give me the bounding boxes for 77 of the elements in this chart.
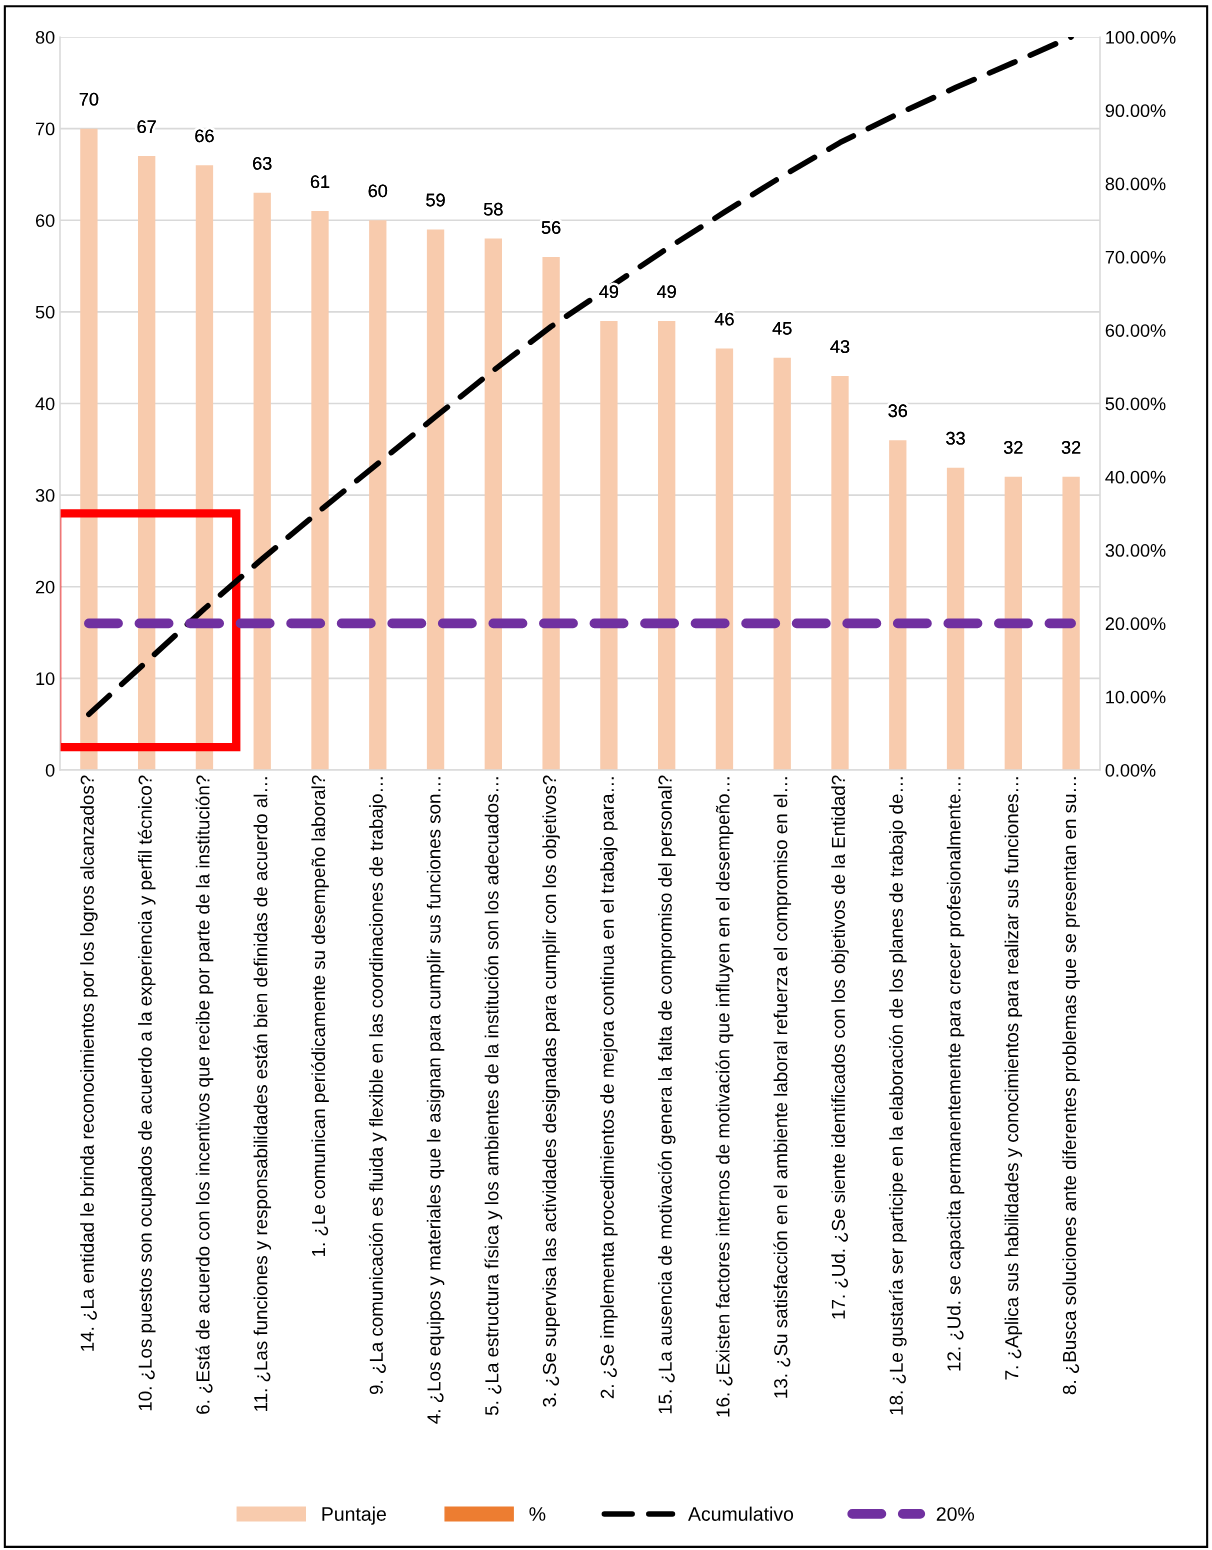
bar xyxy=(889,440,907,770)
x-tick-label: 6. ¿Está de acuerdo con los incentivos que recibe por parte de la institución? xyxy=(195,775,214,1414)
bar xyxy=(426,229,445,770)
data-label: 43 xyxy=(830,340,850,353)
bar xyxy=(542,256,560,770)
y-tick-label: 70 xyxy=(35,122,55,136)
bar xyxy=(1004,476,1022,770)
legend-label: % xyxy=(529,1507,546,1521)
data-label: 36 xyxy=(888,404,908,418)
data-label: 46 xyxy=(714,312,734,326)
x-tick-label: 18. ¿Le gustaría ser participe en la elaboración de los planes de trabajo de… xyxy=(888,777,907,1415)
data-label: 49 xyxy=(657,285,676,299)
x-tick-label: 2. ¿Se implementa procedimientos de mejora continua en el trabajo para… xyxy=(600,777,618,1399)
bar xyxy=(773,357,791,770)
y-tick-label: 20 xyxy=(35,580,55,594)
y2-tick-label: 20.00% xyxy=(1105,617,1166,631)
y-tick-label: 60 xyxy=(35,214,55,227)
y2-tick-label: 10.00% xyxy=(1106,690,1166,704)
data-label: 58 xyxy=(484,202,503,216)
data-label: 33 xyxy=(946,431,965,445)
x-tick-label: 11. ¿Las funciones y responsabilidades están bien definidas de acuerdo al… xyxy=(253,777,272,1411)
y-tick-label: 10 xyxy=(36,672,55,686)
data-label: 32 xyxy=(1061,441,1081,454)
x-tick-label: 7. ¿Aplica sus habilidades y conocimientos para realizar sus funciones… xyxy=(1004,777,1023,1380)
legend-label: 20% xyxy=(936,1507,975,1521)
data-label: 59 xyxy=(426,193,445,207)
bar xyxy=(138,156,156,770)
y-tick-label: 50 xyxy=(35,305,55,319)
y2-tick-label: 50.00% xyxy=(1105,397,1166,411)
bar xyxy=(715,348,734,770)
data-label: 56 xyxy=(541,221,561,234)
bar xyxy=(80,128,98,770)
x-tick-label: 10. ¿Los puestos son ocupados de acuerdo a la experiencia y perfil técnico? xyxy=(137,775,156,1411)
y2-tick-label: 0.00% xyxy=(1105,763,1156,777)
bar xyxy=(253,192,271,770)
x-tick-label: 8. ¿Busca soluciones ante diferentes problemas que se presentan en su… xyxy=(1062,777,1080,1395)
y2-tick-label: 80.00% xyxy=(1105,177,1166,191)
bar xyxy=(311,211,329,770)
x-tick-label: 15. ¿La ausencia de motivación genera la falta de compromiso del personal? xyxy=(657,775,676,1414)
data-label: 45 xyxy=(772,322,792,335)
y-tick-label: 0 xyxy=(45,763,55,777)
y2-tick-label: 40.00% xyxy=(1105,470,1166,484)
x-tick-label: 5. ¿La estructura física y los ambientes de la institución son los adecuados… xyxy=(484,777,503,1416)
y-tick-label: 40 xyxy=(35,397,55,411)
bar xyxy=(658,321,676,770)
data-label: 32 xyxy=(1003,441,1023,454)
y2-tick-label: 60.00% xyxy=(1105,324,1166,337)
y-tick-label: 80 xyxy=(35,30,55,44)
x-tick-label: 1. ¿Le comunican periódicamente su desempeño laboral? xyxy=(311,775,329,1256)
legend-label: Puntaje xyxy=(322,1506,386,1525)
bar xyxy=(946,467,965,770)
legend-label: Acumulativo xyxy=(688,1506,794,1521)
x-tick-label: 12. ¿Ud. se capacita permanentemente para crecer profesionalmente… xyxy=(946,777,965,1371)
data-label: 61 xyxy=(310,175,330,189)
data-label: 63 xyxy=(253,156,272,170)
x-tick-label: 16. ¿Existen factores internos de motivación que influyen en el desempeño… xyxy=(715,777,734,1417)
x-tick-label: 13. ¿Su satisfacción en el ambiente laboral refuerza el compromiso en el… xyxy=(773,777,792,1398)
x-tick-label: 14. ¿La entidad le brinda reconocimientos por los logros alcanzados? xyxy=(80,775,98,1351)
bar xyxy=(831,376,849,770)
data-label: 60 xyxy=(368,184,388,198)
data-label: 67 xyxy=(137,120,156,134)
y2-tick-label: 30.00% xyxy=(1105,544,1166,557)
y-tick-label: 30 xyxy=(35,489,55,502)
y2-tick-label: 70.00% xyxy=(1105,250,1166,264)
bar xyxy=(369,220,387,770)
y2-tick-label: 100.00% xyxy=(1106,30,1176,44)
x-tick-label: 17. ¿Ud. ¿Se siente identificados con los objetivos de la Entidad? xyxy=(831,775,849,1319)
x-tick-label: 9. ¿La comunicación es fluida y flexible en las coordinaciones de trabajo… xyxy=(368,777,387,1395)
data-label: 70 xyxy=(79,92,99,106)
y2-tick-label: 90.00% xyxy=(1105,104,1166,118)
x-tick-label: 3. ¿Se supervisa las actividades designadas para cumplir con los objetivos? xyxy=(542,775,560,1407)
x-tick-label: 4. ¿Los equipos y materiales que le asignan para cumplir sus funciones son… xyxy=(426,777,445,1424)
bar xyxy=(484,238,502,770)
bar xyxy=(600,321,618,770)
bar xyxy=(1062,476,1080,770)
data-label: 66 xyxy=(195,129,214,143)
bar xyxy=(195,165,214,770)
